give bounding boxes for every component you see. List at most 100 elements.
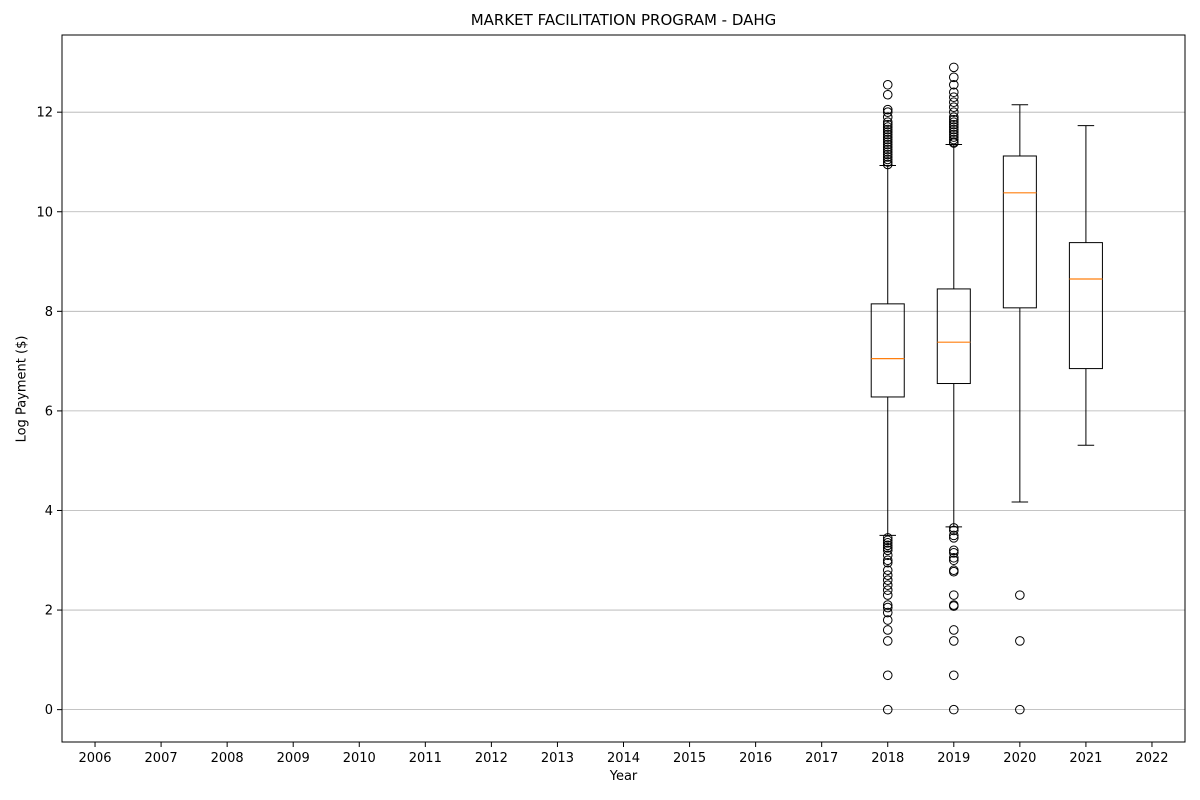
outlier-point — [882, 104, 893, 115]
outlier-point — [882, 132, 893, 142]
outlier-point — [882, 137, 893, 147]
outlier-point — [882, 144, 893, 155]
y-tick-label: 8 — [45, 305, 53, 320]
x-tick-label: 2015 — [673, 751, 706, 766]
outlier-point — [948, 122, 959, 132]
outlier-point — [948, 102, 959, 112]
outlier-point — [1015, 590, 1025, 600]
box-2019 — [936, 62, 971, 715]
x-tick-label: 2020 — [1003, 751, 1036, 766]
outlier-point — [948, 132, 959, 142]
outlier-point — [882, 615, 893, 625]
outlier-point — [882, 550, 893, 561]
outlier-point — [882, 545, 893, 556]
outlier-point — [882, 585, 893, 595]
x-tick-label: 2017 — [805, 751, 838, 766]
outlier-point — [948, 552, 959, 563]
box-iqr — [1068, 242, 1103, 370]
outlier-point — [948, 119, 959, 130]
outlier-point — [948, 117, 959, 127]
axes-frame — [61, 34, 1186, 743]
outlier-point — [882, 152, 893, 162]
box-2021 — [1068, 125, 1103, 446]
outlier-point — [948, 97, 959, 108]
outlier-point — [882, 117, 893, 127]
x-tick-label: 2010 — [343, 751, 376, 766]
outlier-point — [948, 545, 959, 556]
outlier-point — [882, 543, 893, 553]
y-tick-label: 12 — [36, 106, 53, 121]
y-tick-label: 6 — [45, 404, 53, 419]
x-tick-label: 2006 — [78, 751, 111, 766]
box-2020 — [1002, 104, 1037, 715]
y-tick-label: 4 — [45, 504, 53, 519]
outlier-point — [882, 124, 893, 135]
outlier-point — [948, 127, 959, 137]
outlier-point — [882, 119, 893, 130]
x-tick-label: 2014 — [607, 751, 640, 766]
x-tick-label: 2016 — [739, 751, 772, 766]
outlier-point — [882, 555, 893, 566]
box-iqr — [1002, 155, 1037, 309]
x-tick-label: 2019 — [937, 751, 970, 766]
outlier-point — [882, 127, 893, 137]
outlier-point — [948, 92, 959, 103]
chart-title: MARKET FACILITATION PROGRAM - DAHG — [470, 11, 777, 29]
outlier-point — [882, 89, 893, 100]
outlier-point — [948, 107, 959, 117]
outlier-point — [882, 147, 893, 157]
outlier-point — [948, 138, 959, 148]
x-tick-label: 2013 — [541, 751, 574, 766]
x-tick-label: 2012 — [475, 751, 508, 766]
outlier-point — [948, 134, 959, 145]
y-tick-label: 0 — [45, 703, 53, 718]
outlier-point — [882, 565, 893, 576]
outlier-point — [1015, 636, 1025, 646]
x-tick-label: 2009 — [277, 751, 310, 766]
y-tick-label: 10 — [36, 205, 53, 220]
x-tick-label: 2008 — [211, 751, 244, 766]
box-2018 — [870, 79, 905, 715]
outlier-point — [882, 142, 893, 152]
outlier-point — [948, 62, 959, 73]
outlier-point — [948, 124, 959, 135]
outlier-point — [882, 134, 893, 145]
outlier-point — [948, 72, 959, 83]
outlier-point — [948, 636, 959, 646]
outlier-point — [882, 625, 893, 635]
outlier-point — [882, 149, 893, 160]
outlier-point — [882, 670, 893, 681]
outlier-point — [882, 602, 893, 613]
outlier-point — [948, 566, 959, 577]
outlier-point — [882, 557, 893, 568]
box-iqr — [936, 288, 971, 385]
outlier-point — [882, 590, 893, 600]
outlier-point — [882, 79, 893, 90]
x-tick-label: 2022 — [1135, 751, 1168, 766]
outlier-point — [1015, 704, 1025, 715]
outlier-point — [882, 129, 893, 140]
outlier-point — [948, 548, 959, 558]
x-axis-label: Year — [609, 769, 638, 784]
x-tick-label: 2018 — [871, 751, 904, 766]
x-tick-label: 2007 — [145, 751, 178, 766]
outlier-point — [948, 523, 959, 533]
outlier-point — [882, 159, 893, 170]
outlier-point — [882, 636, 893, 646]
outlier-point — [948, 112, 959, 122]
grid-lines — [62, 111, 1185, 711]
outlier-point — [882, 575, 893, 585]
outlier-point — [882, 533, 893, 543]
outlier-point — [882, 570, 893, 581]
outlier-point — [948, 625, 959, 635]
outlier-point — [948, 79, 959, 90]
outlier-point — [882, 112, 893, 122]
outlier-point — [948, 114, 959, 125]
outlier-point — [882, 535, 893, 546]
outlier-point — [882, 607, 893, 618]
x-tick-label: 2021 — [1069, 751, 1102, 766]
outlier-point — [948, 670, 959, 681]
outlier-point — [948, 533, 959, 543]
